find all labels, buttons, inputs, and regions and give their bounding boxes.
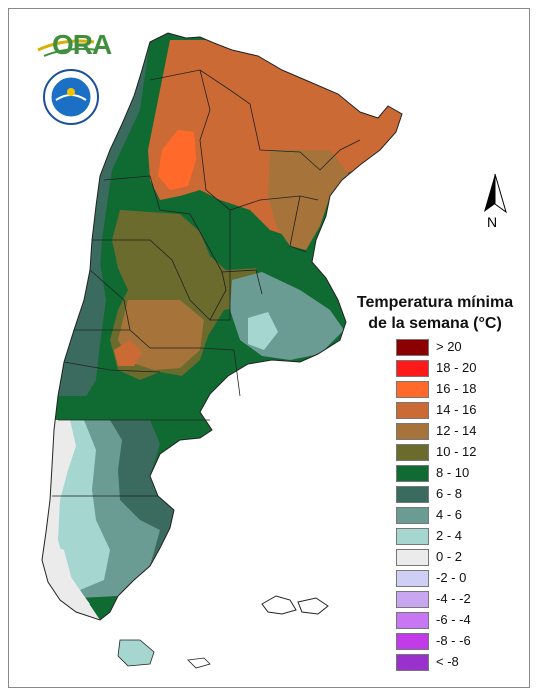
legend-item: 16 - 18 [396, 379, 526, 400]
legend-swatch [396, 507, 429, 524]
legend-label: 12 - 14 [436, 423, 477, 438]
legend-label: -8 - -6 [436, 633, 471, 648]
legend-swatch [396, 633, 429, 650]
legend-swatch [396, 549, 429, 566]
legend-item: 18 - 20 [396, 358, 526, 379]
legend-title-line2: de la semana (°C) [368, 315, 502, 332]
legend-swatch [396, 465, 429, 482]
legend-swatch [396, 444, 429, 461]
legend-swatch [396, 402, 429, 419]
legend-label: 16 - 18 [436, 381, 477, 396]
legend-swatch [396, 339, 429, 356]
north-label: N [487, 214, 498, 230]
legend-item: 10 - 12 [396, 442, 526, 463]
legend-swatch [396, 654, 429, 671]
legend-swatch [396, 381, 429, 398]
legend-label: 14 - 16 [436, 402, 477, 417]
legend-item: -2 - 0 [396, 568, 526, 589]
legend-label: 0 - 2 [436, 549, 463, 564]
legend-label: < -8 [436, 654, 459, 669]
legend-swatch [396, 486, 429, 503]
legend-swatch [396, 570, 429, 587]
legend-item: 14 - 16 [396, 400, 526, 421]
legend-item: -8 - -6 [396, 631, 526, 652]
legend-label: 6 - 8 [436, 486, 463, 501]
ora-logo-text: ORA [52, 29, 112, 60]
legend-label: 18 - 20 [436, 360, 477, 375]
legend-swatch [396, 528, 429, 545]
smn-seal-icon [43, 69, 99, 125]
legend-item: 8 - 10 [396, 463, 526, 484]
legend-item: 4 - 6 [396, 505, 526, 526]
legend-swatch [396, 591, 429, 608]
legend-item: < -8 [396, 652, 526, 673]
legend-label: -2 - 0 [436, 570, 467, 585]
legend-item: 12 - 14 [396, 421, 526, 442]
legend-swatch [396, 360, 429, 377]
legend-item: -6 - -4 [396, 610, 526, 631]
ora-logo-icon [37, 39, 99, 57]
legend-title: Temperatura mínima de la semana (°C) [340, 292, 530, 334]
legend-item: 0 - 2 [396, 547, 526, 568]
legend-item: 2 - 4 [396, 526, 526, 547]
legend: > 20 18 - 20 16 - 18 14 - 16 12 - 14 10 - 12 8… [396, 337, 526, 673]
legend-swatch [396, 423, 429, 440]
legend-label: -4 - -2 [436, 591, 471, 606]
legend-label: 8 - 10 [436, 465, 470, 480]
legend-label: 2 - 4 [436, 528, 463, 543]
legend-item: -4 - -2 [396, 589, 526, 610]
legend-label: -6 - -4 [436, 612, 471, 627]
legend-item: > 20 [396, 337, 526, 358]
legend-item: 6 - 8 [396, 484, 526, 505]
legend-label: > 20 [436, 339, 462, 354]
legend-title-line1: Temperatura mínima [356, 294, 514, 311]
legend-label: 10 - 12 [436, 444, 477, 459]
legend-swatch [396, 612, 429, 629]
north-arrow-icon [484, 173, 507, 214]
legend-label: 4 - 6 [436, 507, 463, 522]
